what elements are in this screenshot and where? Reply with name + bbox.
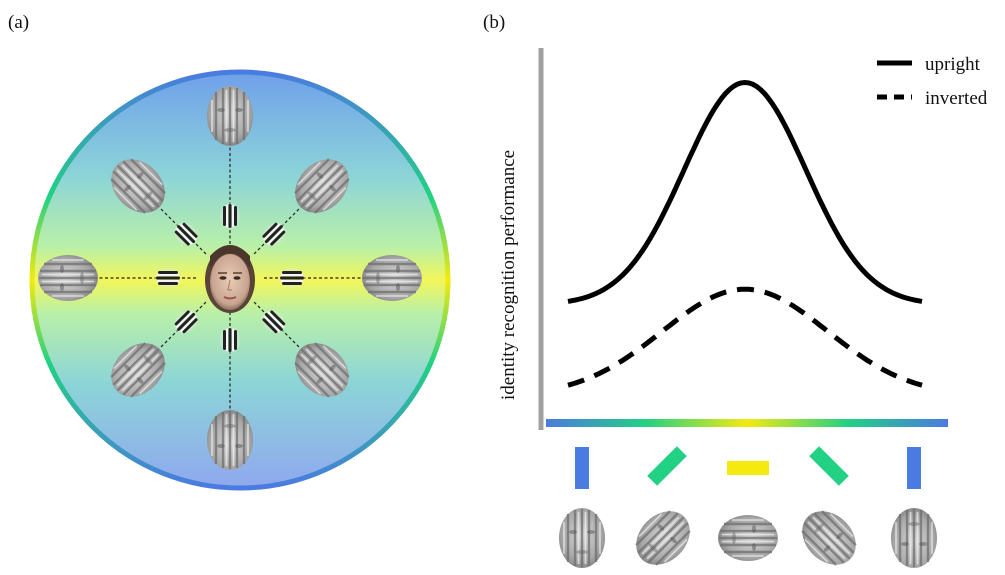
gabor-patch-icon [220, 327, 240, 353]
spoke-line [253, 201, 307, 255]
orientation-markers [575, 446, 921, 489]
legend-inverted-label: inverted [925, 88, 988, 109]
panel-a-label: (a) [8, 12, 29, 33]
filtered-face-icon [889, 506, 939, 570]
panel-b-label: (b) [483, 12, 505, 33]
spoke-line [153, 201, 207, 255]
series-upright-line [567, 79, 923, 304]
x-axis [546, 419, 948, 427]
orientation-bar-oblique-right [809, 446, 849, 486]
filtered-face-icon [716, 513, 780, 563]
filtered-face-icon [360, 253, 424, 303]
filtered-face-icon [36, 253, 100, 303]
filtered-face-icon [205, 408, 255, 472]
legend: upright inverted [877, 54, 988, 109]
filtered-face-icon [205, 84, 255, 148]
filtered-face-icon [790, 499, 868, 575]
filtered-face-icon [624, 499, 702, 575]
orientation-bar-oblique-left [647, 446, 687, 486]
tuning-chart: identity recognition performance upright… [498, 48, 988, 575]
orientation-bar-vertical-right [907, 447, 921, 489]
orientation-bar-vertical-left [575, 447, 589, 489]
gabor-patch-icon [279, 268, 305, 288]
filtered-faces-row [557, 499, 939, 575]
filtered-face-icon [557, 506, 607, 570]
series-inverted-line [567, 286, 923, 388]
spoke-line [153, 301, 207, 355]
center-face [205, 245, 255, 313]
gabor-patch-icon [220, 203, 240, 229]
orientation-bar-horizontal [727, 461, 769, 475]
spoke-line [253, 301, 307, 355]
gabor-patch-icon [155, 268, 181, 288]
y-axis-title: identity recognition performance [498, 150, 519, 400]
legend-upright-label: upright [925, 54, 981, 75]
orientation-disc-diagram [29, 69, 451, 491]
